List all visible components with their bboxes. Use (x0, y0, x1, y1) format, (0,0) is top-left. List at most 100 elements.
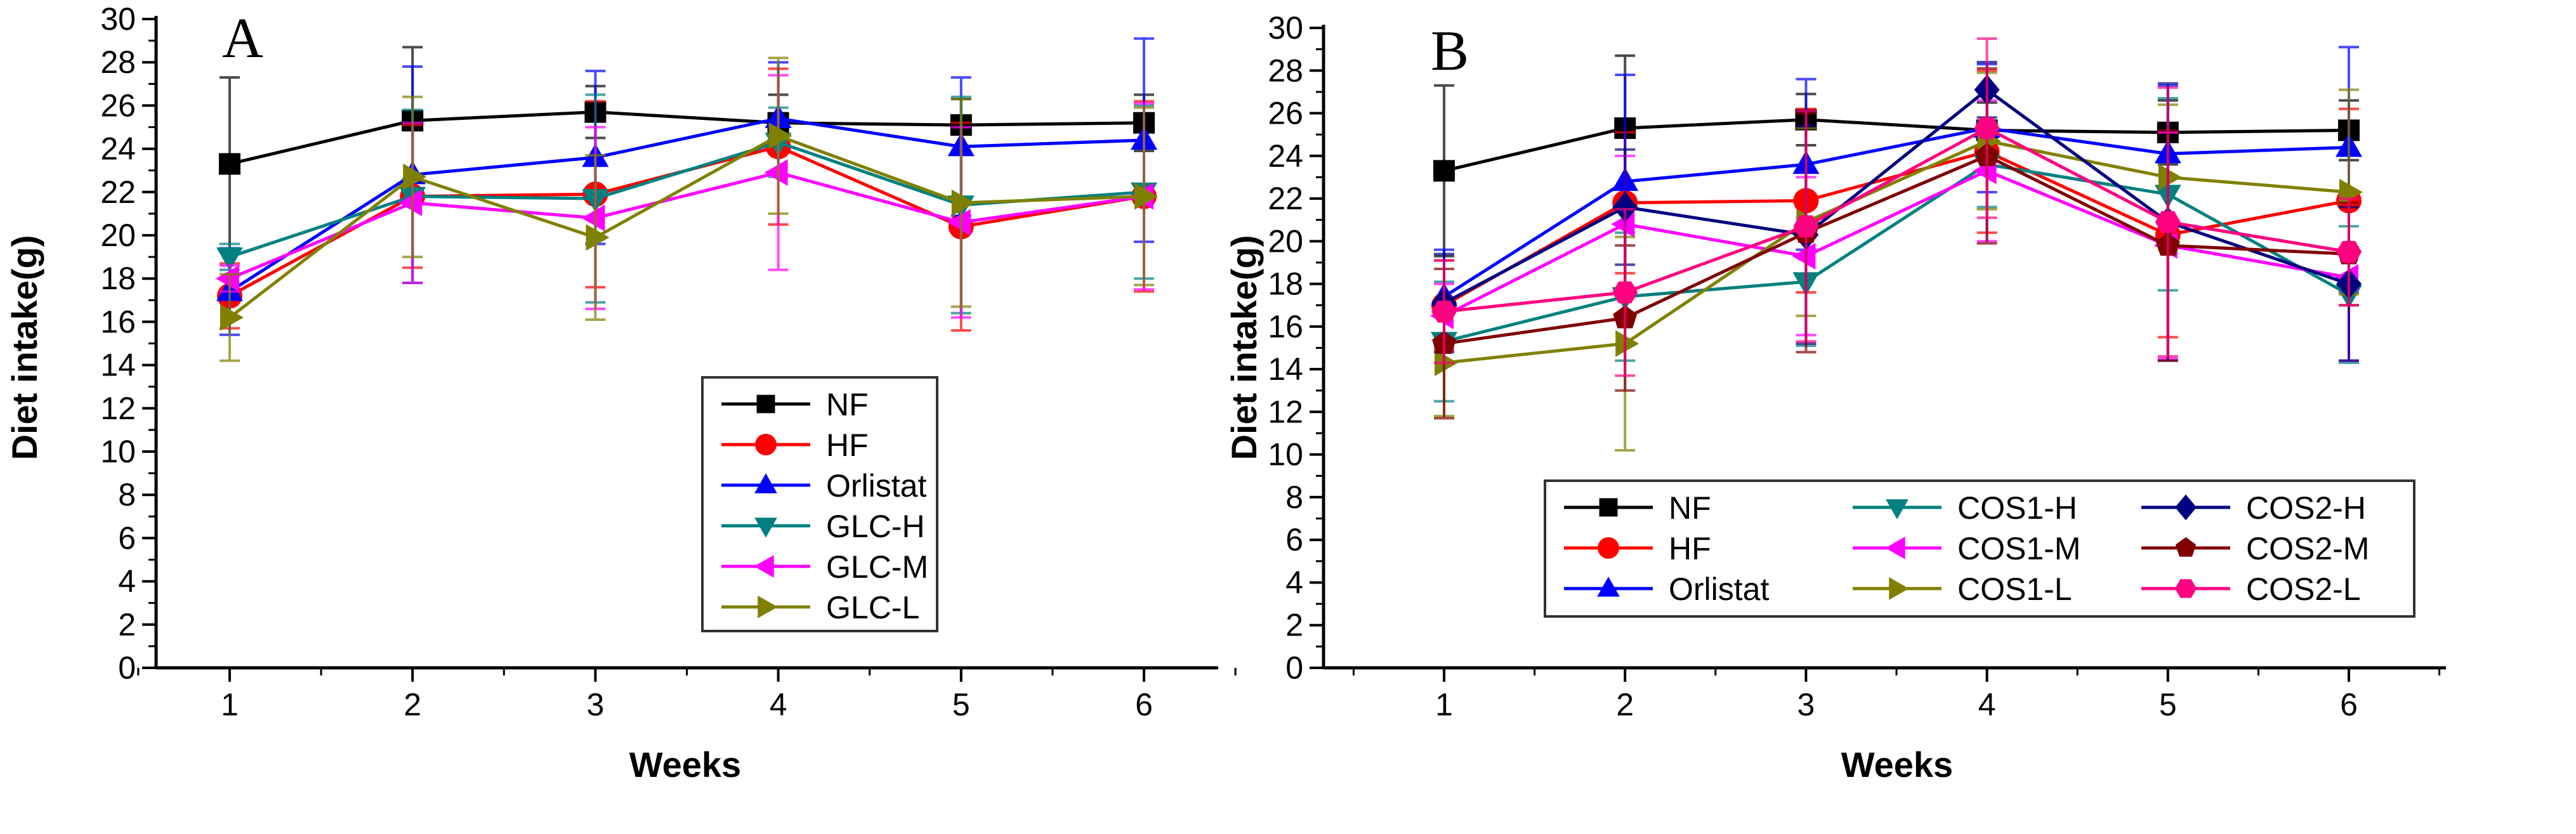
data-point-diamond (1612, 192, 1638, 223)
series-glc-l (220, 56, 1158, 362)
y-tick-label: 2 (1285, 608, 1303, 643)
data-point-triangle-left (398, 189, 423, 216)
legend-item: Orlistat (1564, 571, 1769, 607)
panel-a-ylabel: Diet intake(g) (4, 235, 44, 460)
y-tick-label: 22 (100, 174, 136, 210)
series-line (1443, 126, 2349, 313)
y-tick-label: 20 (100, 218, 136, 253)
data-point-hexagon (1793, 215, 1819, 238)
y-tick-label: 18 (100, 261, 136, 296)
series-line (1443, 169, 2349, 318)
x-tick-label: 1 (1435, 687, 1453, 722)
data-point-triangle-right (1134, 183, 1158, 210)
data-point-triangle-left (947, 209, 971, 236)
data-point-triangle-right (2158, 164, 2182, 191)
x-tick-label: 2 (1616, 687, 1634, 722)
legend-triangle-up-icon (1597, 577, 1620, 597)
panel-b-xlabel: Weeks (1841, 745, 1953, 785)
series-glc-h (216, 93, 1157, 315)
series-line (1443, 162, 2350, 343)
y-tick-label: 30 (100, 1, 136, 37)
data-point-triangle-right (220, 304, 244, 331)
y-tick-label: 0 (118, 650, 136, 686)
y-tick-label: 20 (1268, 223, 1303, 259)
y-tick-label: 14 (1268, 351, 1303, 387)
data-point-triangle-left (581, 204, 605, 231)
legend-label: COS2-L (2246, 571, 2361, 607)
y-tick-label: 22 (1268, 181, 1303, 216)
data-point-hexagon (1974, 117, 2000, 140)
y-tick-label: 18 (1268, 266, 1303, 302)
series-glc-m (216, 74, 1154, 319)
data-point-triangle-right (768, 122, 792, 150)
legend-label: GLC-H (826, 509, 925, 544)
y-tick-label: 6 (1285, 522, 1303, 557)
legend-item: HF (1564, 531, 1711, 566)
legend-item: GLC-L (721, 590, 919, 625)
series-cos1-l (1434, 71, 2363, 452)
x-tick-label: 5 (2159, 687, 2177, 722)
panel-b-label: B (1431, 20, 1469, 82)
legend-item: GLC-H (721, 509, 925, 544)
y-tick-label: 0 (1285, 650, 1303, 686)
y-tick-label: 26 (1268, 96, 1303, 131)
y-tick-label: 28 (1268, 53, 1303, 88)
legend-item: COS1-M (1853, 531, 2080, 566)
legend-square-icon (1599, 498, 1618, 517)
series-cos2-h (1431, 60, 2362, 362)
legend-item: COS2-M (2141, 531, 2369, 566)
legend-triangle-down-icon (1886, 499, 1909, 519)
legend-item: NF (1564, 490, 1711, 526)
x-tick-label: 1 (221, 687, 239, 722)
legend-label: GLC-M (826, 549, 928, 585)
data-point-triangle-down (216, 247, 243, 271)
data-point-hexagon (1612, 281, 1638, 304)
y-tick-label: 12 (1268, 394, 1303, 429)
legend-item: GLC-M (721, 549, 928, 585)
legend-triangle-left-icon (754, 555, 774, 578)
legend-item: COS1-H (1853, 490, 2077, 526)
data-point-triangle-left (216, 265, 239, 292)
legend-label: HF (1669, 531, 1711, 566)
legend: NF HF Orlistat GLC-H GLC-M GLC-L (701, 376, 938, 632)
data-point-triangle-right (951, 189, 975, 216)
data-point-triangle-left (764, 159, 788, 186)
y-tick-label: 8 (1285, 479, 1303, 515)
legend-pentagon-icon (2175, 537, 2197, 557)
panel-b-ylabel: Diet intake(g) (1224, 235, 1264, 460)
series-cos2-m (1431, 67, 2362, 420)
legend-label: Orlistat (826, 468, 926, 504)
legend-item: Orlistat (721, 468, 926, 504)
data-point-triangle-right (403, 163, 427, 190)
legend-label: COS1-H (1957, 490, 2077, 526)
legend-item: COS2-H (2141, 490, 2366, 526)
y-tick-label: 4 (118, 564, 136, 599)
legend-triangle-up-icon (754, 473, 777, 493)
y-tick-label: 10 (1268, 437, 1303, 472)
data-point-square (1433, 160, 1455, 182)
panel-a-xlabel: Weeks (629, 745, 741, 785)
data-point-triangle-right (1615, 330, 1640, 357)
series-cos2-l (1431, 37, 2362, 377)
series-nf (219, 46, 1155, 252)
legend-triangle-left-icon (1885, 537, 1905, 559)
legend-item: NF (721, 387, 869, 422)
y-tick-label: 16 (100, 304, 136, 339)
legend-hexagon-icon (2175, 579, 2197, 598)
y-tick-label: 26 (100, 88, 136, 123)
data-point-hexagon (1431, 301, 1457, 323)
x-tick-label: 6 (2340, 687, 2358, 722)
x-tick-label: 2 (404, 687, 421, 722)
panel-b-chart: B Weeks Diet intake(g) 02468101214161820… (1224, 10, 2446, 785)
y-tick-label: 8 (118, 477, 136, 512)
data-point-square (219, 153, 240, 175)
legend-diamond-icon (2175, 494, 2197, 521)
legend-item: COS1-L (1853, 571, 2072, 607)
x-tick-label: 3 (1797, 687, 1815, 722)
legend-label: COS1-M (1957, 531, 2080, 566)
series-cos1-h (1431, 96, 2362, 403)
legend-label: COS2-H (2246, 490, 2366, 526)
series-line (1443, 154, 2349, 346)
series-line (229, 171, 1145, 280)
series-line (1443, 118, 2349, 173)
